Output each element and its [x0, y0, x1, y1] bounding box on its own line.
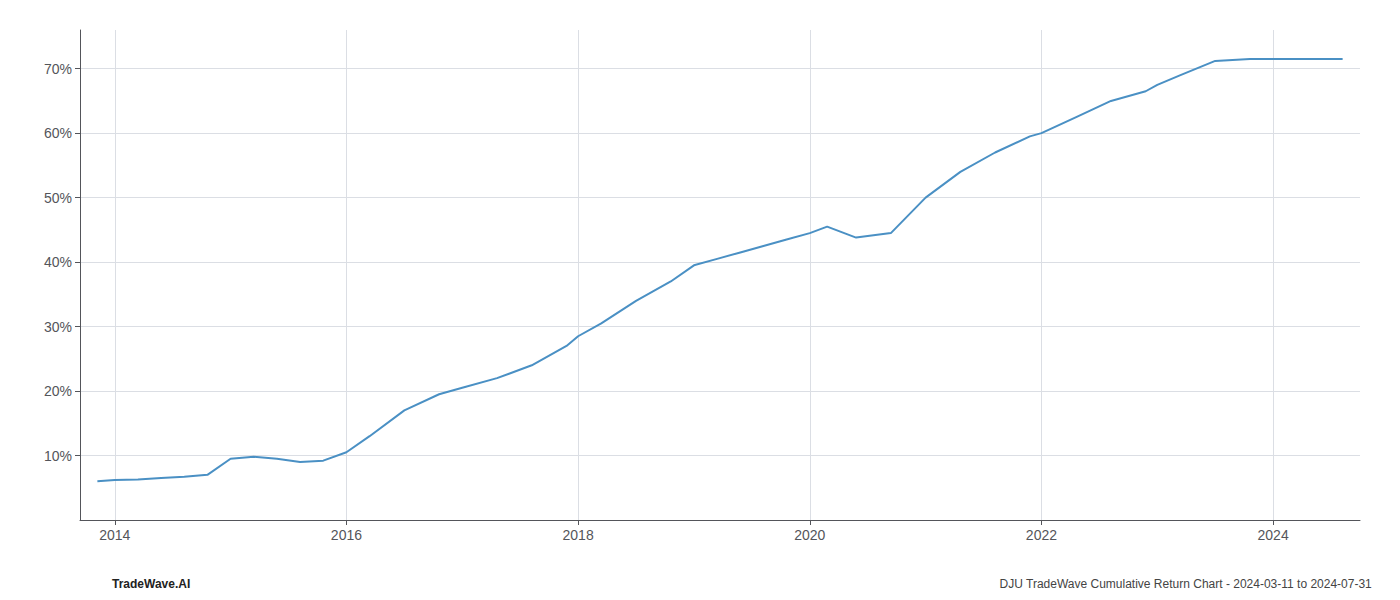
- svg-text:40%: 40%: [44, 254, 72, 270]
- svg-text:30%: 30%: [44, 319, 72, 335]
- svg-text:70%: 70%: [44, 61, 72, 77]
- svg-text:2016: 2016: [331, 527, 362, 543]
- svg-text:TradeWave.AI: TradeWave.AI: [112, 577, 190, 591]
- svg-text:2022: 2022: [1026, 527, 1057, 543]
- svg-text:2024: 2024: [1258, 527, 1289, 543]
- svg-text:50%: 50%: [44, 190, 72, 206]
- svg-text:2014: 2014: [99, 527, 130, 543]
- svg-text:10%: 10%: [44, 448, 72, 464]
- svg-text:2018: 2018: [563, 527, 594, 543]
- svg-text:DJU TradeWave Cumulative Retur: DJU TradeWave Cumulative Return Chart - …: [1000, 577, 1373, 591]
- svg-text:20%: 20%: [44, 383, 72, 399]
- svg-text:2020: 2020: [794, 527, 825, 543]
- svg-text:60%: 60%: [44, 125, 72, 141]
